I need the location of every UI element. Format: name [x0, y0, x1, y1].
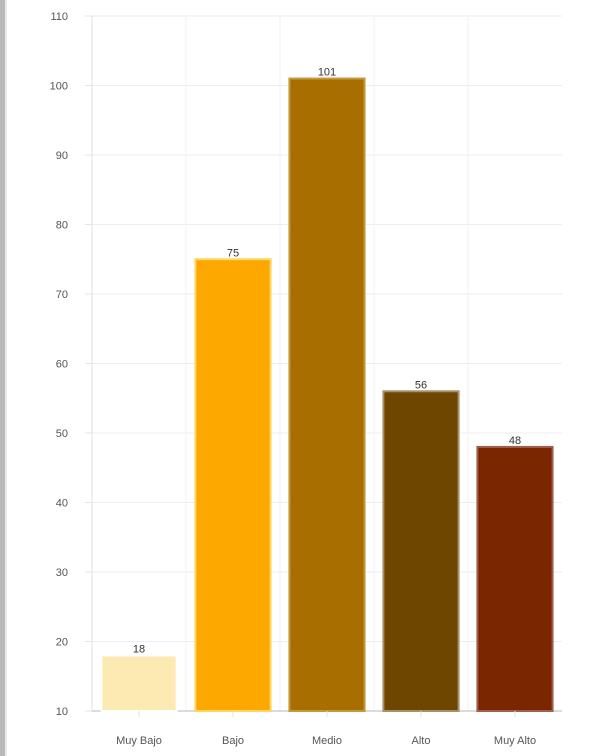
data-label: 75	[227, 247, 239, 259]
x-tick-label: Muy Alto	[494, 735, 536, 747]
data-label: 56	[415, 379, 427, 391]
data-label: 101	[318, 67, 336, 79]
y-tick-label: 90	[56, 150, 68, 162]
x-tick-label: Muy Bajo	[116, 735, 162, 747]
y-tick-label: 10	[56, 706, 68, 718]
frame-border-left	[0, 0, 5, 756]
y-tick-label: 50	[56, 428, 68, 440]
bar-alto	[382, 390, 460, 712]
y-tick-label: 60	[56, 359, 68, 371]
bar-muy-bajo	[100, 654, 178, 713]
y-tick-label: 30	[56, 567, 68, 579]
y-tick-label: 20	[56, 637, 68, 649]
x-tick-label: Alto	[412, 735, 431, 747]
bars: 18 75 101 56 48	[100, 67, 554, 713]
bar-medio	[288, 77, 366, 713]
y-tick-label: 40	[56, 498, 68, 510]
y-tick-label: 70	[56, 289, 68, 301]
x-tick-label: Bajo	[222, 735, 244, 747]
y-tick-label: 100	[50, 81, 68, 93]
x-axis: Muy Bajo Bajo Medio Alto Muy Alto	[116, 711, 536, 747]
x-tick-label: Medio	[312, 735, 342, 747]
data-label: 18	[133, 643, 145, 655]
y-tick-label: 80	[56, 220, 68, 232]
y-tick-label: 110	[50, 11, 68, 23]
bar-muy-alto	[476, 445, 554, 712]
data-label: 48	[509, 435, 521, 447]
y-axis: 10 20 30 40 50 60 70 80 90 100 110	[50, 11, 68, 718]
bar-bajo	[194, 258, 272, 712]
frame-border-left-inner	[5, 0, 7, 756]
